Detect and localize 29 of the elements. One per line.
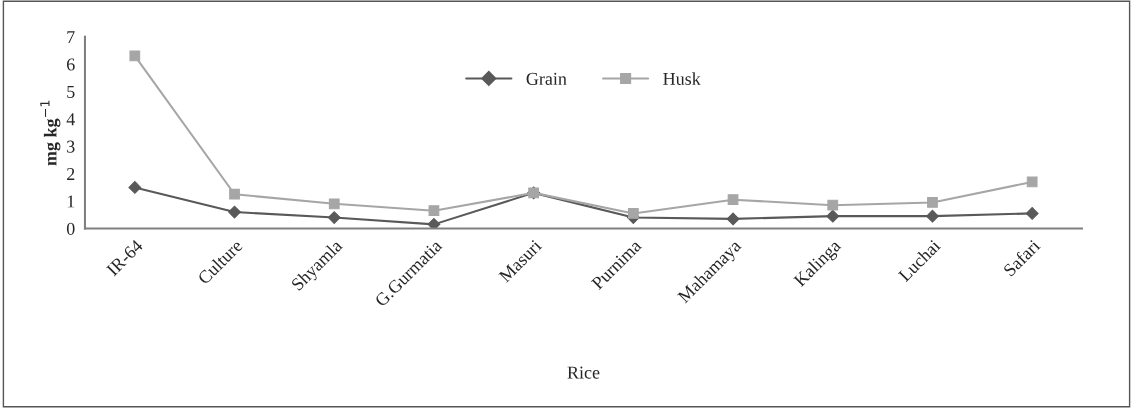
point [726, 212, 740, 226]
y-tick-label: 5 [67, 85, 75, 98]
point [229, 188, 240, 200]
point [129, 50, 141, 62]
y-tick-label: 3 [67, 140, 75, 153]
legend-label: Grain [526, 72, 567, 85]
point [228, 205, 241, 219]
point [327, 211, 341, 224]
y-tick-label: 1 [67, 195, 75, 208]
point [927, 197, 938, 208]
point [727, 194, 739, 206]
y-tick-label: 6 [67, 58, 75, 71]
point [627, 208, 639, 219]
point [328, 198, 340, 210]
point [1025, 207, 1039, 220]
y-tick-label: 7 [67, 31, 75, 43]
point [1026, 176, 1038, 188]
point [428, 205, 440, 217]
point [827, 199, 839, 211]
point [826, 209, 840, 223]
y-tick-label: 0 [66, 222, 75, 235]
point [128, 180, 142, 194]
legend-label: Husk [663, 72, 701, 85]
x-axis-title: Rice [567, 366, 600, 379]
y-axis-title: mg kg$^{−1}$ [40, 100, 61, 166]
point [427, 217, 441, 229]
y-tick-label: 2 [67, 168, 75, 180]
point [926, 209, 939, 223]
y-tick-label: 4 [66, 113, 75, 126]
